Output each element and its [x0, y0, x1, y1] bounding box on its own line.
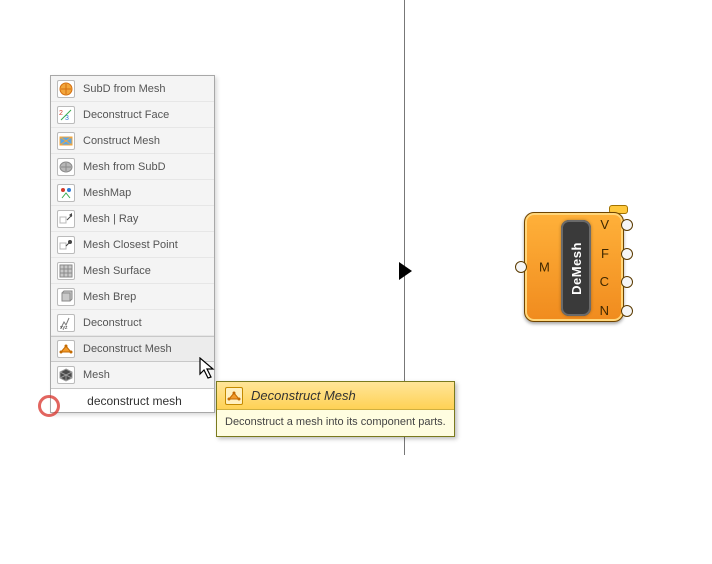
menu-item-label: Deconstruct: [83, 317, 208, 329]
deconstruct-icon: xyz: [57, 314, 75, 332]
node-name-label: DeMesh: [569, 242, 584, 295]
search-row: [51, 388, 214, 412]
search-input[interactable]: [57, 394, 212, 408]
deconstruct-face-icon: 23: [57, 106, 75, 124]
output-port-label: F: [601, 246, 609, 261]
menu-item-label: Mesh | Ray: [83, 213, 208, 225]
mesh-closest-icon: [57, 236, 75, 254]
menu-item[interactable]: Mesh | Ray: [51, 206, 214, 232]
output-port-n[interactable]: [621, 305, 633, 317]
menu-item[interactable]: Mesh Closest Point: [51, 232, 214, 258]
output-port-label: V: [600, 217, 609, 232]
menu-item[interactable]: Mesh Surface: [51, 258, 214, 284]
output-port-label: C: [600, 274, 609, 289]
menu-item-label: Deconstruct Face: [83, 109, 208, 121]
divider-arrow-icon: [397, 260, 415, 282]
node-body: M DeMesh VFCN: [524, 212, 624, 322]
highlight-ring-icon: [38, 395, 60, 417]
mesh-from-subd-icon: [57, 158, 75, 176]
mesh-icon: [57, 366, 75, 384]
menu-item[interactable]: xyz Deconstruct: [51, 310, 214, 336]
component-search-popup: SubD from Mesh 23 Deconstruct Face Construc…: [50, 75, 215, 413]
menu-item[interactable]: Mesh from SubD: [51, 154, 214, 180]
mesh-brep-icon: [57, 288, 75, 306]
menu-item-label: Mesh: [83, 369, 208, 381]
menu-item-label: Deconstruct Mesh: [83, 343, 208, 355]
canvas: SubD from Mesh 23 Deconstruct Face Construc…: [0, 0, 712, 564]
output-port-c[interactable]: [621, 276, 633, 288]
menu-item[interactable]: Construct Mesh: [51, 128, 214, 154]
mesh-surface-icon: [57, 262, 75, 280]
deconstruct-mesh-icon: [225, 387, 243, 405]
input-port-label: M: [539, 260, 550, 275]
deconstruct-mesh-icon: [57, 340, 75, 358]
menu-item-label: MeshMap: [83, 187, 208, 199]
meshmap-icon: [57, 184, 75, 202]
node-core: DeMesh: [561, 220, 591, 316]
menu-item-label: SubD from Mesh: [83, 83, 208, 95]
output-port-f[interactable]: [621, 248, 633, 260]
tooltip-header: Deconstruct Mesh: [217, 382, 454, 410]
tooltip-description: Deconstruct a mesh into its component pa…: [217, 410, 454, 436]
output-port-label: N: [600, 303, 609, 318]
mesh-ray-icon: [57, 210, 75, 228]
menu-item[interactable]: MeshMap: [51, 180, 214, 206]
construct-mesh-icon: [57, 132, 75, 150]
output-port-v[interactable]: [621, 219, 633, 231]
subd-from-mesh-icon: [57, 80, 75, 98]
tooltip-title: Deconstruct Mesh: [251, 388, 356, 403]
menu-item[interactable]: 23 Deconstruct Face: [51, 102, 214, 128]
menu-item[interactable]: Deconstruct Mesh: [51, 336, 214, 362]
menu-item-label: Mesh Brep: [83, 291, 208, 303]
menu-item[interactable]: Mesh: [51, 362, 214, 388]
svg-text:2: 2: [59, 110, 63, 117]
input-port-m[interactable]: [515, 261, 527, 273]
menu-item[interactable]: Mesh Brep: [51, 284, 214, 310]
svg-text:xyz: xyz: [60, 325, 68, 330]
menu-item-label: Mesh Surface: [83, 265, 208, 277]
menu-item-label: Mesh Closest Point: [83, 239, 208, 251]
tooltip: Deconstruct Mesh Deconstruct a mesh into…: [216, 381, 455, 437]
menu-item-label: Mesh from SubD: [83, 161, 208, 173]
menu-item[interactable]: SubD from Mesh: [51, 76, 214, 102]
demesh-component[interactable]: M DeMesh VFCN: [524, 212, 624, 322]
menu-item-label: Construct Mesh: [83, 135, 208, 147]
